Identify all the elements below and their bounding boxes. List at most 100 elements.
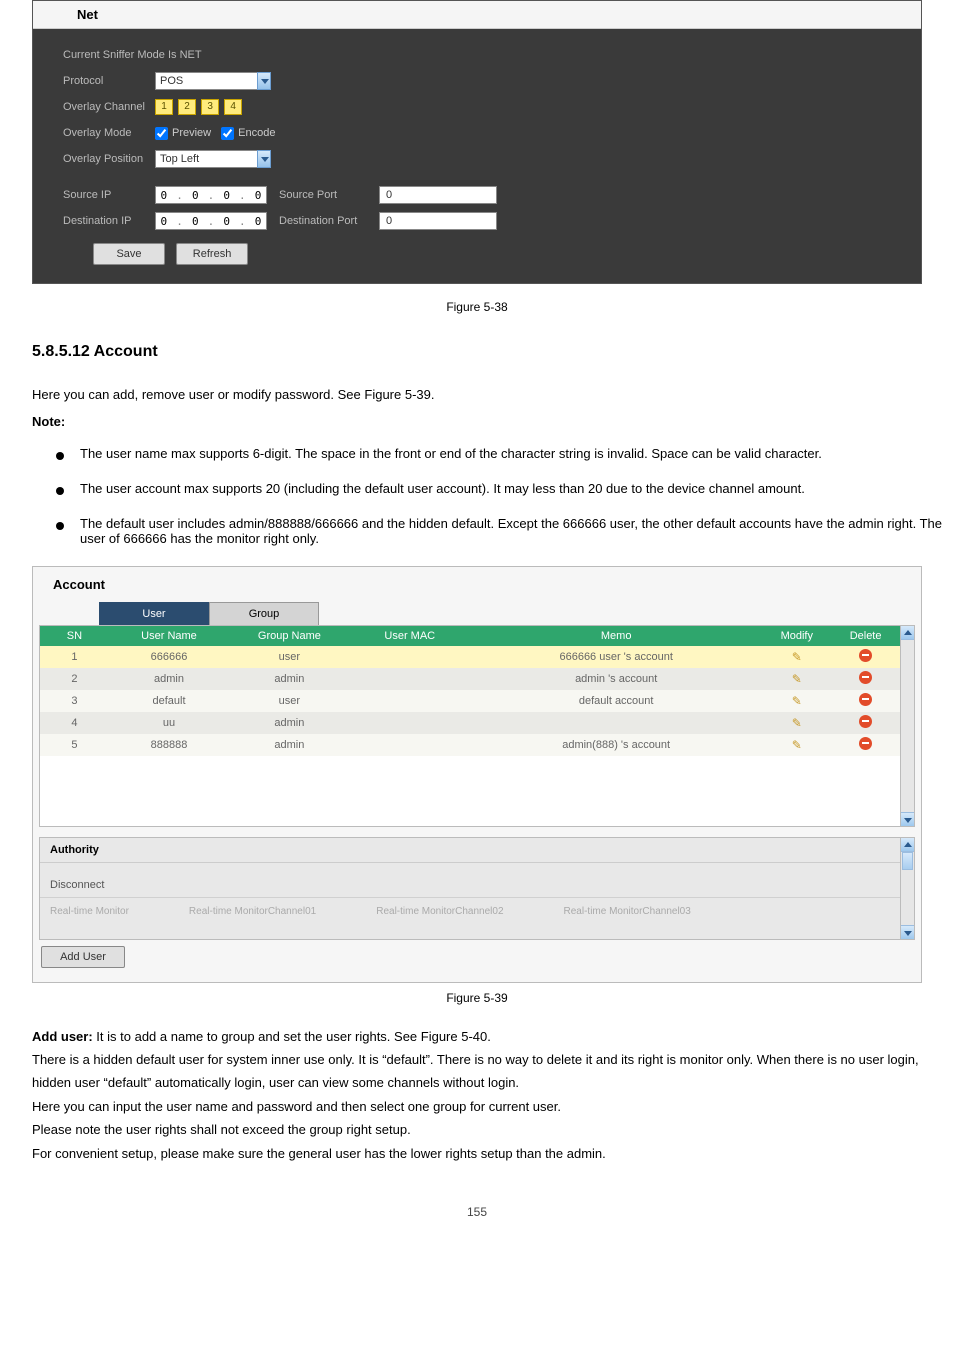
table-cell bbox=[350, 734, 470, 756]
refresh-button[interactable]: Refresh bbox=[176, 243, 248, 265]
chevron-down-icon[interactable] bbox=[257, 150, 271, 168]
channel-4[interactable]: 4 bbox=[224, 99, 242, 115]
table-cell: 5 bbox=[40, 734, 109, 756]
channel-3[interactable]: 3 bbox=[201, 99, 219, 115]
column-header: Memo bbox=[470, 626, 762, 646]
column-header: Group Name bbox=[229, 626, 349, 646]
delete-icon[interactable] bbox=[859, 693, 872, 706]
authority-sub-item: Real-time MonitorChannel01 bbox=[189, 906, 316, 917]
table-row[interactable]: 2adminadminadmin 's account bbox=[40, 668, 900, 690]
table-cell bbox=[350, 712, 470, 734]
preview-check[interactable] bbox=[155, 127, 168, 140]
table-cell: admin bbox=[229, 712, 349, 734]
edit-icon[interactable] bbox=[790, 672, 804, 686]
table-cell bbox=[470, 712, 762, 734]
authority-sub-item: Real-time MonitorChannel02 bbox=[376, 906, 503, 917]
table-row[interactable]: 4uuadmin bbox=[40, 712, 900, 734]
table-cell bbox=[350, 690, 470, 712]
para-2b: Please note the user rights shall not ex… bbox=[32, 1118, 922, 1141]
authority-item: Disconnect bbox=[40, 863, 900, 897]
table-cell: user bbox=[229, 690, 349, 712]
table-cell bbox=[350, 646, 470, 668]
table-cell: default account bbox=[470, 690, 762, 712]
save-button[interactable]: Save bbox=[93, 243, 165, 265]
table-cell: admin bbox=[109, 668, 229, 690]
figure-caption-1: Figure 5-38 bbox=[0, 300, 954, 314]
bullet-icon bbox=[56, 487, 64, 495]
bullet-icon bbox=[56, 452, 64, 460]
edit-icon[interactable] bbox=[790, 650, 804, 664]
table-row[interactable]: 5888888admin admin(888) 's account bbox=[40, 734, 900, 756]
column-header: Modify bbox=[762, 626, 831, 646]
column-header: Delete bbox=[831, 626, 900, 646]
table-row[interactable]: 1666666user666666 user 's account bbox=[40, 646, 900, 668]
authority-sub-item: Real-time MonitorChannel03 bbox=[564, 906, 691, 917]
encode-check[interactable] bbox=[221, 127, 234, 140]
label-dest-port: Destination Port bbox=[279, 215, 379, 227]
table-cell: admin 's account bbox=[470, 668, 762, 690]
tab-user[interactable]: User bbox=[99, 602, 209, 625]
scroll-thumb[interactable] bbox=[902, 852, 913, 870]
encode-checkbox[interactable]: Encode bbox=[221, 127, 275, 140]
scroll-up-icon[interactable] bbox=[901, 838, 914, 852]
authority-heading: Authority bbox=[40, 838, 900, 863]
edit-icon[interactable] bbox=[790, 738, 804, 752]
source-ip-input[interactable]: 0. 0. 0. 0 bbox=[155, 186, 267, 204]
mode-text: Current Sniffer Mode Is NET bbox=[63, 49, 202, 61]
chevron-down-icon[interactable] bbox=[257, 72, 271, 90]
channel-1[interactable]: 1 bbox=[155, 99, 173, 115]
table-cell: 666666 bbox=[109, 646, 229, 668]
label-overlay-mode: Overlay Mode bbox=[63, 127, 155, 139]
section-heading: 5.8.5.12 Account bbox=[32, 338, 922, 367]
table-cell: 3 bbox=[40, 690, 109, 712]
lead-text: Here you can add, remove user or modify … bbox=[32, 383, 922, 406]
column-header: User MAC bbox=[350, 626, 470, 646]
table-cell: admin bbox=[229, 734, 349, 756]
bullet-icon bbox=[56, 522, 64, 530]
net-body: Current Sniffer Mode Is NET Protocol POS… bbox=[33, 29, 921, 265]
dest-port-input[interactable] bbox=[379, 212, 497, 230]
account-title: Account bbox=[39, 573, 915, 602]
authority-subrow: Real-time Monitor Real-time MonitorChanne… bbox=[40, 897, 900, 921]
source-port-input[interactable] bbox=[379, 186, 497, 204]
edit-icon[interactable] bbox=[790, 716, 804, 730]
delete-icon[interactable] bbox=[859, 737, 872, 750]
delete-icon[interactable] bbox=[859, 715, 872, 728]
delete-icon[interactable] bbox=[859, 671, 872, 684]
label-source-ip: Source IP bbox=[63, 189, 155, 201]
overlay-position-select[interactable]: Top Left bbox=[155, 150, 271, 168]
table-scrollbar[interactable] bbox=[901, 625, 915, 827]
dest-ip-input[interactable]: 0. 0. 0. 0 bbox=[155, 212, 267, 230]
column-header: SN bbox=[40, 626, 109, 646]
scroll-down-icon[interactable] bbox=[901, 812, 914, 826]
table-row[interactable]: 3defaultuserdefault account bbox=[40, 690, 900, 712]
scroll-down-icon[interactable] bbox=[901, 925, 914, 939]
table-cell: user bbox=[229, 646, 349, 668]
net-panel: Net Current Sniffer Mode Is NET Protocol… bbox=[32, 0, 922, 284]
hidden-user-text: There is a hidden default user for syste… bbox=[32, 1048, 922, 1095]
add-user-button[interactable]: Add User bbox=[41, 946, 125, 968]
table-cell: 2 bbox=[40, 668, 109, 690]
table-cell: admin(888) 's account bbox=[470, 734, 762, 756]
add-user-heading: Add user: bbox=[32, 1029, 93, 1044]
scroll-up-icon[interactable] bbox=[901, 626, 914, 640]
authority-box: Authority Disconnect Real-time MonitorRe… bbox=[39, 837, 915, 940]
note-label: Note: bbox=[32, 410, 922, 433]
tab-group[interactable]: Group bbox=[209, 602, 319, 625]
authority-sub-item: Real-time Monitor bbox=[50, 906, 129, 917]
preview-checkbox[interactable]: Preview bbox=[155, 127, 211, 140]
para-2c: For convenient setup, please make sure t… bbox=[32, 1142, 922, 1165]
protocol-value: POS bbox=[155, 72, 257, 90]
delete-icon[interactable] bbox=[859, 649, 872, 662]
authority-scrollbar[interactable] bbox=[900, 838, 914, 939]
table-cell bbox=[350, 668, 470, 690]
account-panel: Account User Group SNUser NameGroup Name… bbox=[32, 566, 922, 983]
column-header: User Name bbox=[109, 626, 229, 646]
channel-2[interactable]: 2 bbox=[178, 99, 196, 115]
figure-caption-2: Figure 5-39 bbox=[0, 991, 954, 1005]
table-cell: 888888 bbox=[109, 734, 229, 756]
protocol-select[interactable]: POS bbox=[155, 72, 271, 90]
label-protocol: Protocol bbox=[63, 75, 155, 87]
edit-icon[interactable] bbox=[790, 694, 804, 708]
overlay-position-value: Top Left bbox=[155, 150, 257, 168]
